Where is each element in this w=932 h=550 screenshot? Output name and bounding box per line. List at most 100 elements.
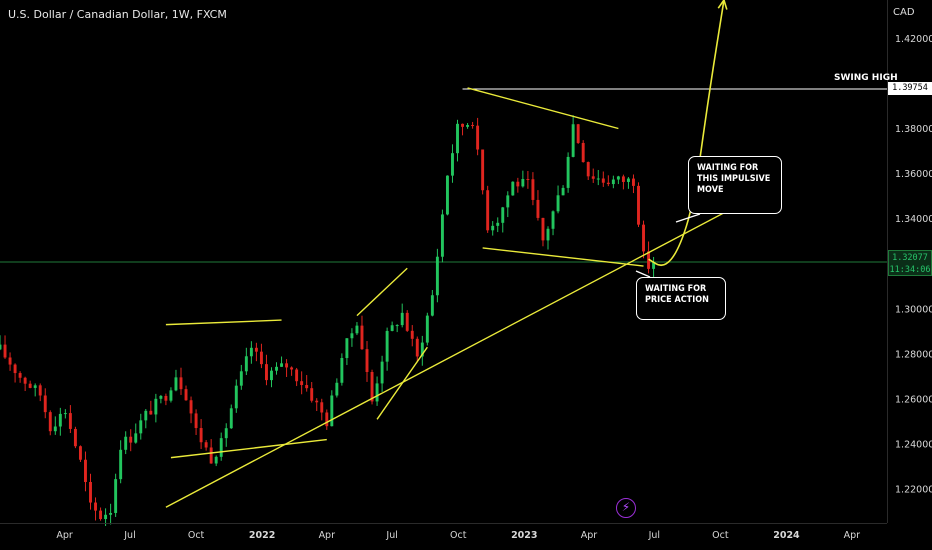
candle-bear [129,436,133,443]
candle-bull [456,123,459,154]
arrow-head [717,0,728,10]
candle-bull [174,377,178,391]
candle-bull [58,413,62,427]
y-tick-label: 1.28000 [895,349,932,360]
callout-line: PRICE ACTION [645,295,709,305]
candle-bull [506,195,510,208]
x-tick-label: 2024 [773,530,800,541]
candle-bull [466,125,470,127]
candle-bear [189,400,193,414]
candle-bear [632,178,635,186]
x-tick-label: Apr [581,530,598,541]
y-tick-label: 1.36000 [895,169,932,180]
candle-bull [63,413,67,415]
candle-bull [430,295,434,316]
candle-bear [601,178,605,183]
candle-bull [139,420,143,434]
candle-bull [616,176,620,180]
candle-bull [154,398,158,415]
candle-bull [551,211,555,229]
candle-bull [33,385,37,388]
candle-bull [385,330,389,362]
candle-bear [295,369,299,382]
candle-bull [521,179,525,187]
candle-bear [48,412,52,432]
candle-bear [541,217,545,241]
candle-bear [320,402,324,413]
callout-line: WAITING FOR [645,284,707,294]
candle-bear [415,338,419,357]
candle-bull [380,361,384,384]
candle-bull [652,262,656,269]
candle-bull [124,436,128,450]
candle-bull [109,512,113,515]
candle-bear [199,428,203,443]
candle-bull [53,426,57,432]
candle-bull [350,333,354,339]
candle-bear [23,377,27,384]
candlestick-series [0,115,656,527]
candle-bear [642,224,645,252]
candle-bull [144,410,148,421]
candle-bull [239,371,243,386]
callout-impulsive-move[interactable]: WAITING FOR THIS IMPULSIVE MOVE [688,156,782,214]
candle-bull [571,124,575,157]
y-axis-ticks: 1.42000 1.38000 1.36000 1.34000 1.30000 1.280… [895,34,932,496]
candle-bull [340,358,344,383]
candle-bull [496,222,500,226]
x-tick-label: 2023 [511,530,537,541]
candle-bull [546,228,550,241]
callout-line: MOVE [697,185,724,195]
candle-bear [3,344,7,358]
candle-bear [285,363,289,368]
y-tick-label: 1.38000 [895,124,932,135]
candle-bull [566,156,570,188]
reference-lines [0,88,887,263]
x-axis-ticks: Apr Jul Oct 2022 Apr Jul Oct 2023 Apr Jul Oct 2024 A… [56,530,860,541]
lightning-icon[interactable]: ⚡ [616,498,636,518]
candle-bull [119,449,123,480]
candle-bull [561,187,565,196]
candle-bear [184,389,188,401]
swing-high-price-tag: 1.39754 [888,82,932,95]
candle-bull [611,179,615,185]
candle-bear [94,502,97,511]
candle-bull [501,207,505,223]
candle-bull [355,325,359,334]
symbol-title: U.S. Dollar / Canadian Dollar, 1W, FXCM [8,8,227,21]
currency-label: CAD [893,7,915,18]
candle-bear [38,385,42,396]
candle-bear [300,381,304,386]
x-tick-label: Oct [450,530,467,541]
candle-bull [400,312,404,326]
candle-bear [43,395,47,413]
wedge-upper [356,267,408,317]
callout-price-action[interactable]: WAITING FOR PRICE ACTION [636,277,726,320]
candle-bear [305,385,309,389]
candle-bull [214,456,218,464]
candle-bear [476,125,480,150]
candle-bull [345,338,349,359]
x-tick-label: Jul [123,530,135,541]
x-tick-label: Jul [385,530,397,541]
candle-bear [461,123,464,127]
callout-pointer [675,213,701,223]
candle-bear [290,367,294,370]
candle-bull [375,383,379,402]
pattern-support-1 [170,438,327,459]
candle-bull [0,344,2,350]
current-price-tag: 1.32077 11:34:06 [888,250,932,276]
candle-bear [637,185,640,225]
callout-pointer [635,270,651,278]
x-tick-label: Apr [844,530,861,541]
trendline-drawings[interactable] [165,0,765,508]
candle-bull [491,225,495,231]
y-tick-label: 1.30000 [895,304,932,315]
candle-bull [390,325,394,331]
callout-line: WAITING FOR [697,163,759,173]
y-tick-label: 1.42000 [895,34,932,45]
candle-bull [114,479,118,513]
candle-bull [330,395,334,427]
swing-high-label: SWING HIGH [834,73,898,83]
